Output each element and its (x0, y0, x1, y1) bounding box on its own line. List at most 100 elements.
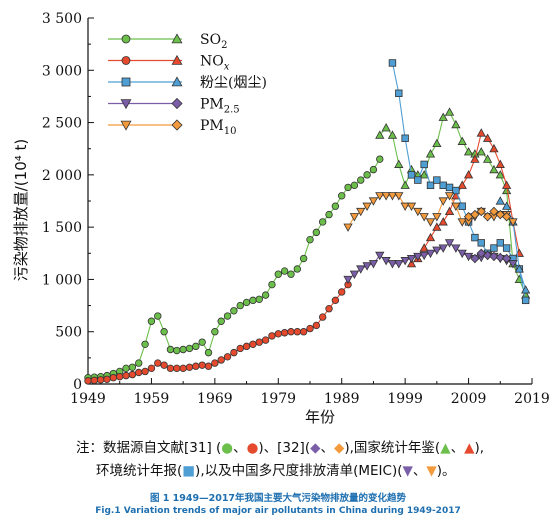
data-point (338, 288, 346, 296)
data-point (198, 361, 206, 369)
note-suffix: ), (474, 440, 485, 456)
data-point (299, 254, 308, 263)
data-point (414, 176, 422, 184)
data-point (419, 251, 429, 261)
legend-item: 粉尘(烟尘) (108, 75, 267, 91)
data-point (400, 180, 410, 189)
data-point (356, 207, 366, 217)
x-tick-label: 1979 (260, 391, 296, 407)
legend-label: 粉尘(烟尘) (200, 75, 267, 91)
data-point (192, 362, 200, 370)
data-point (457, 249, 467, 259)
data-point (363, 171, 371, 179)
data-point (471, 233, 479, 242)
data-point (147, 364, 156, 373)
data-point (204, 362, 213, 370)
data-point (217, 317, 225, 325)
data-point (166, 364, 175, 373)
data-point (444, 107, 455, 116)
legend-label: SO2 (200, 32, 227, 51)
so2-triangle-icon: ▲ (440, 440, 451, 456)
pm10-triangle-down-icon: ▼ (426, 463, 437, 479)
x-tick-label: 1989 (324, 391, 360, 407)
data-point (401, 134, 409, 142)
x-tick-label: 2019 (514, 391, 550, 407)
data-point (122, 371, 130, 380)
legend-label: PM2.5 (200, 97, 240, 116)
data-point (395, 89, 403, 97)
data-point (299, 328, 308, 336)
y-tick-label: 0 (73, 377, 82, 393)
legend-marker (120, 99, 132, 110)
data-point (223, 353, 232, 361)
note-mid1: )、[32]( (258, 440, 311, 456)
legend-marker (121, 56, 131, 65)
data-point (368, 197, 379, 206)
data-point (496, 239, 504, 247)
data-point (457, 218, 467, 227)
data-point (249, 340, 257, 348)
data-point (128, 370, 137, 379)
data-point (109, 374, 118, 382)
data-point (375, 192, 385, 201)
data-point (394, 159, 404, 168)
data-point (432, 138, 442, 148)
x-tick-label: 1999 (387, 391, 423, 407)
data-point (432, 222, 442, 231)
data-point (185, 363, 194, 371)
data-point (438, 217, 448, 226)
data-point (495, 159, 505, 168)
data-point (439, 181, 447, 190)
data-point (406, 202, 417, 212)
data-point (122, 364, 130, 373)
data-point (249, 296, 257, 305)
data-point (444, 239, 455, 248)
data-point (236, 344, 244, 353)
data-point (452, 186, 460, 195)
data-point (388, 59, 397, 67)
x-tick-label: 1959 (134, 391, 170, 407)
note-line-2: 环境统计年报(■),以及中国多尺度排放清单(MEIC)(▼、▼)。 (96, 460, 556, 482)
data-point (343, 275, 353, 285)
note-sep: 、 (450, 440, 465, 456)
data-point (438, 112, 448, 121)
y-tick-label: 3 000 (42, 63, 82, 79)
data-point (394, 192, 404, 201)
pm25-triangle-down-icon: ▼ (402, 463, 413, 479)
data-point (495, 170, 505, 179)
data-point (425, 249, 436, 259)
series-5 (495, 196, 531, 294)
legend-label-main: PM (200, 97, 224, 113)
data-point (280, 267, 289, 275)
data-point (458, 202, 466, 210)
pm25-diamond-icon: ◆ (310, 440, 321, 456)
note-sep: 、 (320, 440, 334, 456)
data-point (482, 154, 493, 163)
data-point (433, 176, 441, 184)
emissions-chart: 0 500 1 000 1 500 2 000 2 500 3 000 3 500 1949 19… (12, 11, 550, 426)
note-prefix: 注：数据源自文献[31] ( (76, 440, 222, 456)
data-point (141, 367, 149, 376)
data-point (362, 262, 372, 271)
caption-en: Fig.1 Variation trends of major air poll… (95, 506, 461, 516)
data-point (419, 243, 429, 252)
data-point (425, 149, 436, 158)
data-point (368, 260, 379, 269)
data-point (451, 244, 461, 253)
axes: 0 500 1 000 1 500 2 000 2 500 3 000 3 500 1949 19… (42, 11, 550, 407)
data-point (387, 130, 398, 139)
legend-marker (121, 34, 131, 44)
data-point (432, 213, 442, 222)
data-point (356, 265, 366, 274)
x-tick-label: 1969 (197, 391, 233, 407)
data-point (451, 119, 461, 129)
data-point (394, 260, 404, 269)
data-point (381, 257, 391, 266)
data-point (419, 170, 429, 179)
data-point (420, 160, 428, 169)
data-point (349, 270, 360, 279)
data-point (287, 270, 295, 278)
legend-label-main: PM (200, 118, 224, 134)
data-point (387, 192, 398, 201)
data-point (521, 296, 530, 305)
